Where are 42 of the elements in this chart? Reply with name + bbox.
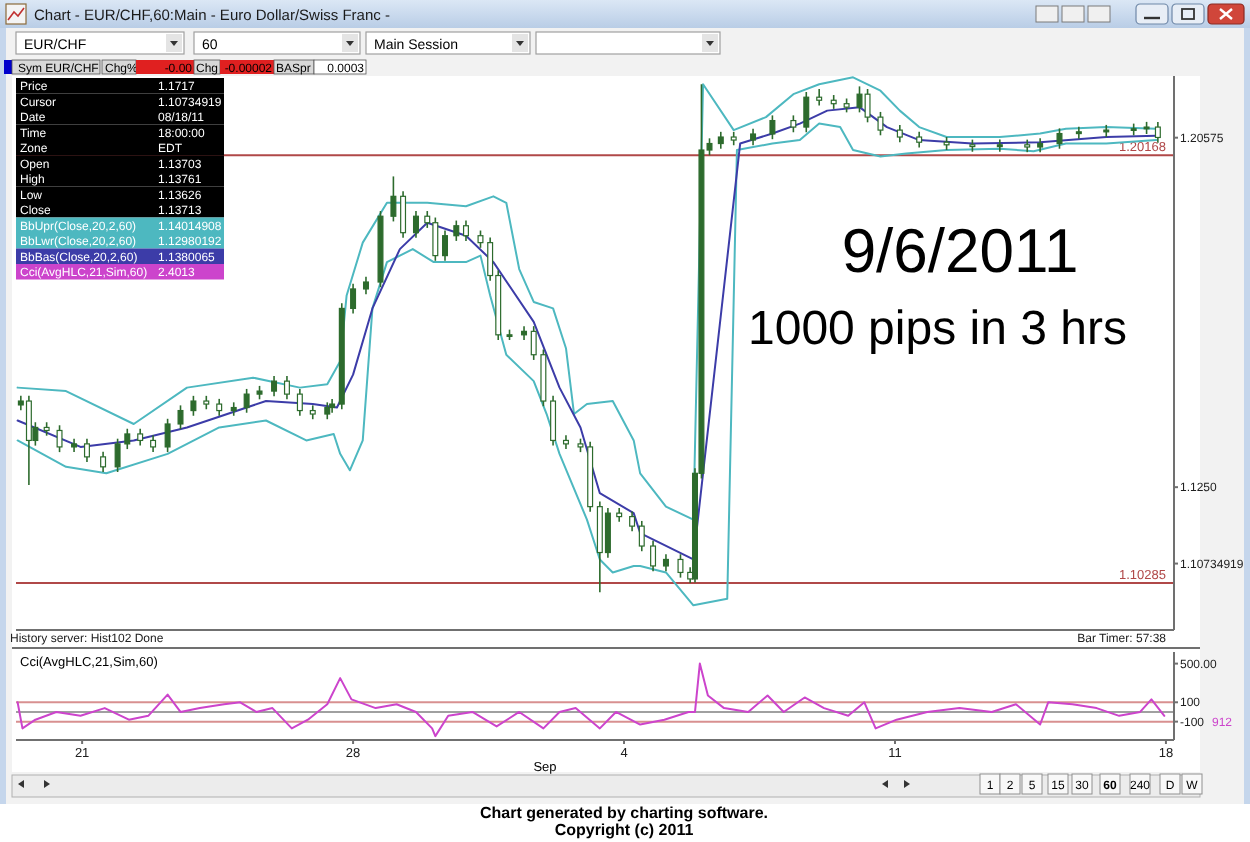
candlestick (864, 88, 871, 124)
candlestick (604, 507, 611, 559)
candlestick (1103, 124, 1110, 138)
candlestick (190, 395, 197, 417)
candlestick (650, 540, 657, 572)
candlestick (56, 424, 63, 453)
candlestick (400, 190, 407, 239)
candlestick (83, 437, 90, 463)
candlestick (164, 417, 171, 453)
candlestick (283, 375, 290, 401)
candlestick (390, 175, 397, 223)
candlestick (638, 520, 645, 553)
text: Chart generated by charting software. (479, 804, 769, 822)
candlestick (350, 282, 357, 315)
candlestick (100, 450, 107, 473)
candlestick (629, 510, 636, 533)
candlestick (877, 111, 884, 137)
candlestick (296, 388, 303, 417)
candlestick (816, 88, 823, 107)
candlestick (462, 219, 469, 242)
candlestick (453, 219, 460, 242)
candlestick (442, 229, 449, 262)
candlestick (177, 404, 184, 430)
candlestick (803, 91, 810, 134)
candlestick (271, 375, 278, 398)
candlestick (856, 85, 863, 114)
text: Copyright (c) 2011 (554, 821, 695, 839)
annotation: 9/6/2011 (841, 216, 1079, 286)
annotation: 1000 pips in 3 hrs (748, 302, 1127, 356)
candlestick (550, 395, 557, 447)
candlestick (1154, 121, 1161, 144)
candlestick (243, 388, 250, 414)
candlestick (677, 553, 684, 579)
candlestick (25, 395, 32, 486)
candlestick (596, 500, 603, 594)
candlestick (1056, 127, 1063, 150)
candlestick (996, 138, 1003, 153)
candlestick (769, 114, 776, 140)
candlestick (1075, 125, 1082, 140)
candlestick (230, 401, 237, 417)
candlestick (412, 210, 419, 239)
candlestick (432, 216, 439, 262)
